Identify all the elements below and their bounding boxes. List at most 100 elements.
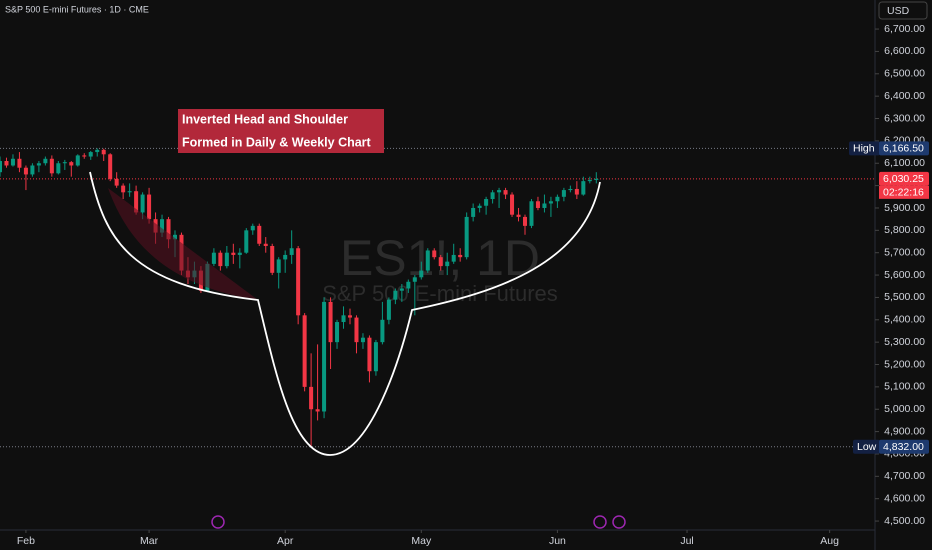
price-tag [849,141,880,156]
candle-body [432,250,437,258]
candle-body [497,190,502,193]
y-tick-label: 4,600.00 [884,492,925,504]
price-tag [879,141,929,156]
candle-body [127,191,132,193]
price-tag-label: High [853,143,875,155]
candle-body [347,315,353,318]
candle-body [114,178,119,186]
event-icon[interactable] [211,515,225,529]
candle-body [257,225,262,244]
candle-body [322,301,327,412]
y-tick-label: 5,400.00 [884,314,925,326]
candle-body [393,290,398,300]
candle-body [75,155,80,166]
candle-body [510,194,515,215]
watermark: ES1!, 1D S&P 500 E-mini Futures [322,230,558,306]
candle-body [354,317,359,343]
candle-body [399,288,404,291]
candle-body [108,154,113,179]
candle-body [30,165,35,175]
candle-body [335,322,340,343]
candle-body [360,337,365,343]
candle-body [237,252,242,255]
annotation-box [178,109,384,153]
y-tick-label: 6,100.00 [884,157,925,169]
y-tick-label: 5,200.00 [884,358,925,370]
candle-body [555,196,560,202]
y-tick-label: 5,800.00 [884,224,925,236]
y-tick-label: 5,100.00 [884,381,925,393]
candle-body [43,158,48,164]
candle-body [484,199,489,206]
event-icons [211,515,626,529]
event-icon[interactable] [593,515,607,529]
candle-body [419,270,424,278]
y-tick-label: 6,600.00 [884,45,925,57]
candle-body [36,163,41,166]
countdown-box [879,185,929,199]
x-tick-label: May [411,535,432,547]
candle-body [587,180,592,182]
candle-body [69,162,74,166]
currency-box[interactable] [878,1,928,20]
candle-body [458,254,463,258]
annotation-line: Inverted Head and Shoulder [182,112,348,126]
x-tick-label: Aug [820,535,839,547]
y-tick-label: 6,300.00 [884,112,925,124]
candle-body [380,319,385,343]
candle-body [412,277,417,282]
candle-body [166,219,171,240]
y-tick-label: 5,000.00 [884,403,925,415]
candle-body [503,190,508,195]
candle-body [561,190,566,197]
x-tick-label: Apr [277,535,294,547]
candle-body [62,162,67,164]
annotation-line: Formed in Daily & Weekly Chart [182,135,372,149]
candle-body [276,259,281,273]
candle-body [49,158,54,174]
candle-body [535,201,540,208]
candle-body [477,205,482,208]
shaded-shoulder [108,188,258,300]
y-tick-label: 6,700.00 [884,23,925,35]
y-tick-label: 4,900.00 [884,425,925,437]
y-tick-label: 5,600.00 [884,269,925,281]
candle-body [95,149,100,153]
candle-body [386,299,391,320]
candle-body [548,201,553,204]
event-icon[interactable] [612,515,626,529]
candle-body [367,337,372,372]
candle-body [425,250,430,271]
candle-body [406,281,411,289]
candle-body [172,234,178,240]
price-tag-label: Low [857,441,877,453]
candle-body [283,254,288,260]
candle-body [4,161,9,166]
watermark-subtitle: S&P 500 E-mini Futures [322,281,558,306]
candle-body [270,245,275,273]
candle-body [574,188,579,195]
pattern-drawing [89,171,601,456]
candle-body [438,257,443,267]
countdown: 02:22:16 [883,187,924,199]
candle-body [56,163,61,174]
candle-body [568,188,573,191]
candle-body [82,155,87,157]
x-tick-label: Mar [140,535,159,547]
candle-body [341,315,346,323]
y-tick-label: 4,700.00 [884,470,925,482]
y-tick-label: 5,500.00 [884,291,925,303]
candle-body [218,252,223,267]
price-tag [879,439,929,454]
y-tick-label: 5,300.00 [884,336,925,348]
candle-body [594,178,599,181]
candle-body [542,203,547,208]
candle-body [373,342,378,372]
candle-body [140,194,145,213]
candle-body [250,225,255,231]
candle-body [224,252,229,267]
price-tag-label: 4,832.00 [883,441,924,453]
